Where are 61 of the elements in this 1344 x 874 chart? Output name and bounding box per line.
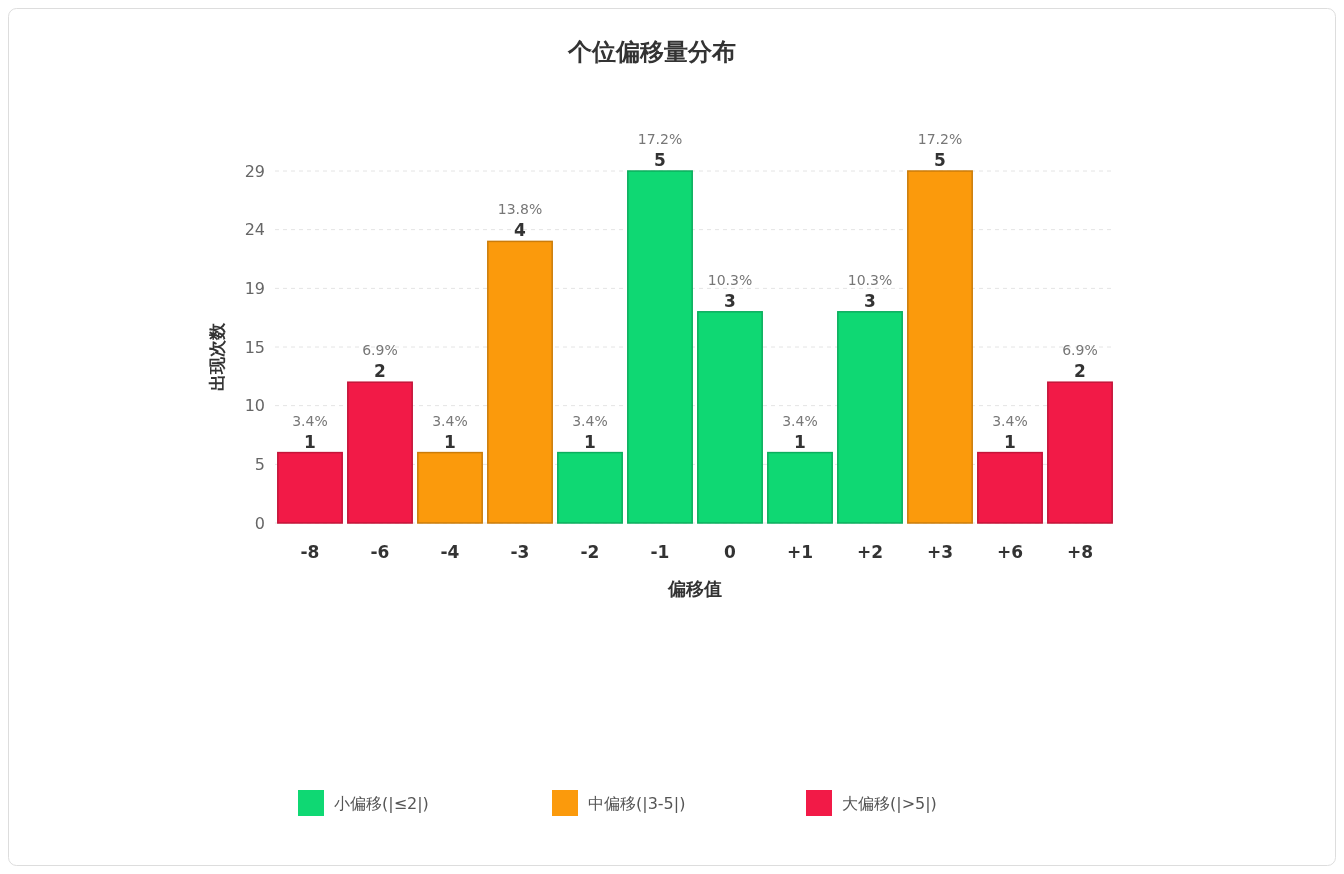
legend-label: 大偏移(|>5|) bbox=[842, 793, 937, 813]
annotation: 1 bbox=[1004, 431, 1016, 452]
x-tick-label: -4 bbox=[440, 542, 460, 562]
y-tick-label: 29 bbox=[244, 161, 265, 181]
bar bbox=[907, 170, 973, 524]
x-tick-label: 0 bbox=[724, 542, 737, 562]
annotation: 3 bbox=[724, 290, 736, 311]
x-tick-label: +1 bbox=[786, 542, 814, 562]
annotation: 2 bbox=[1074, 361, 1086, 382]
annotation: 6.9% bbox=[362, 342, 398, 359]
annotation: 17.2% bbox=[637, 131, 683, 147]
annotation: 6.9% bbox=[1062, 342, 1098, 359]
chart-title: 个位偏移量分布 bbox=[567, 38, 736, 66]
y-tick-label: 5 bbox=[254, 454, 265, 474]
bar bbox=[347, 381, 413, 524]
x-tick-label: +2 bbox=[856, 542, 884, 562]
annotation: 10.3% bbox=[847, 271, 893, 288]
bar bbox=[627, 170, 693, 524]
annotation: 3.4% bbox=[432, 412, 468, 429]
x-tick-label: -3 bbox=[510, 542, 530, 562]
annotation: 17.2% bbox=[917, 131, 963, 147]
annotation: 5 bbox=[934, 150, 946, 170]
annotation: 1 bbox=[794, 431, 806, 452]
x-tick-label: +6 bbox=[996, 542, 1024, 562]
y-tick-label: 24 bbox=[244, 220, 265, 240]
annotation: 2 bbox=[374, 361, 386, 382]
annotation: 3.4% bbox=[782, 412, 818, 429]
x-tick-label: -2 bbox=[580, 542, 600, 562]
y-tick-label: 10 bbox=[244, 396, 265, 416]
x-tick-label: -1 bbox=[650, 542, 670, 562]
annotation: 4 bbox=[514, 220, 527, 241]
bar bbox=[977, 451, 1043, 524]
x-axis-title: 偏移值 bbox=[667, 578, 722, 599]
annotation: 1 bbox=[444, 431, 456, 452]
bar bbox=[417, 451, 483, 524]
x-tick-label: +8 bbox=[1066, 542, 1094, 562]
legend-label: 中偏移(|3-5|) bbox=[588, 793, 686, 813]
y-tick-label: 15 bbox=[244, 337, 265, 357]
bar bbox=[1047, 381, 1113, 524]
bar bbox=[277, 451, 343, 524]
y-axis-title: 出现次数 bbox=[207, 322, 227, 391]
annotation: 10.3% bbox=[707, 271, 753, 288]
x-tick-label: -6 bbox=[370, 542, 390, 562]
bar bbox=[837, 311, 903, 524]
bar bbox=[697, 311, 763, 524]
annotation: 3.4% bbox=[572, 412, 608, 429]
annotation: 5 bbox=[654, 150, 666, 170]
y-tick-label: 19 bbox=[244, 278, 265, 298]
bar bbox=[557, 451, 623, 524]
bar bbox=[487, 240, 553, 524]
y-tick-label: 0 bbox=[254, 513, 265, 533]
annotation: 3 bbox=[864, 290, 876, 311]
x-tick-label: +3 bbox=[926, 542, 954, 562]
annotation: 1 bbox=[584, 431, 596, 452]
annotation: 1 bbox=[304, 431, 316, 452]
bar bbox=[767, 451, 833, 524]
x-tick-label: -8 bbox=[300, 542, 320, 562]
legend-label: 小偏移(|≤2|) bbox=[334, 793, 429, 813]
annotation: 13.8% bbox=[497, 201, 543, 218]
annotation: 3.4% bbox=[292, 412, 328, 429]
annotation: 3.4% bbox=[992, 412, 1028, 429]
